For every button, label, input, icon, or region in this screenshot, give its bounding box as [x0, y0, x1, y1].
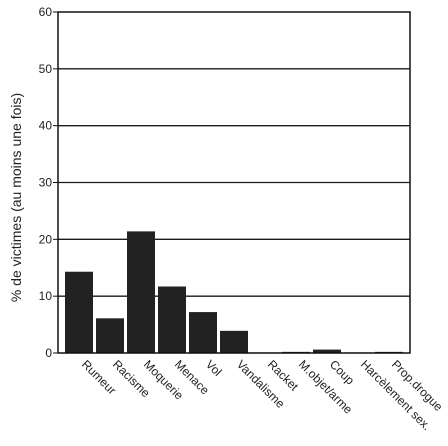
bar-coup: [313, 349, 341, 353]
y-tick-label: 0: [45, 346, 52, 360]
y-tick-label: 10: [39, 289, 53, 303]
grid-lines: [58, 68, 410, 297]
bars: [65, 231, 403, 354]
y-axis-ticks: 0 10 20 30 40 50 60: [39, 5, 58, 360]
y-tick-label: 40: [39, 119, 53, 133]
y-tick-label: 20: [39, 232, 53, 246]
y-tick-label: 50: [39, 62, 53, 76]
bar-racisme: [96, 318, 124, 353]
bar-menace: [158, 286, 186, 353]
bar-vandalisme: [220, 330, 248, 353]
y-tick-label: 30: [39, 176, 53, 190]
y-axis-label: % de victimes (au moins une fois): [8, 93, 24, 302]
x-tick-label: Vol: [203, 357, 225, 379]
y-tick-label: 60: [39, 5, 53, 19]
plot-frame: [57, 11, 411, 354]
bar-moquerie: [127, 231, 155, 353]
bar-vol: [189, 312, 217, 353]
bar-rumeur: [65, 271, 93, 353]
